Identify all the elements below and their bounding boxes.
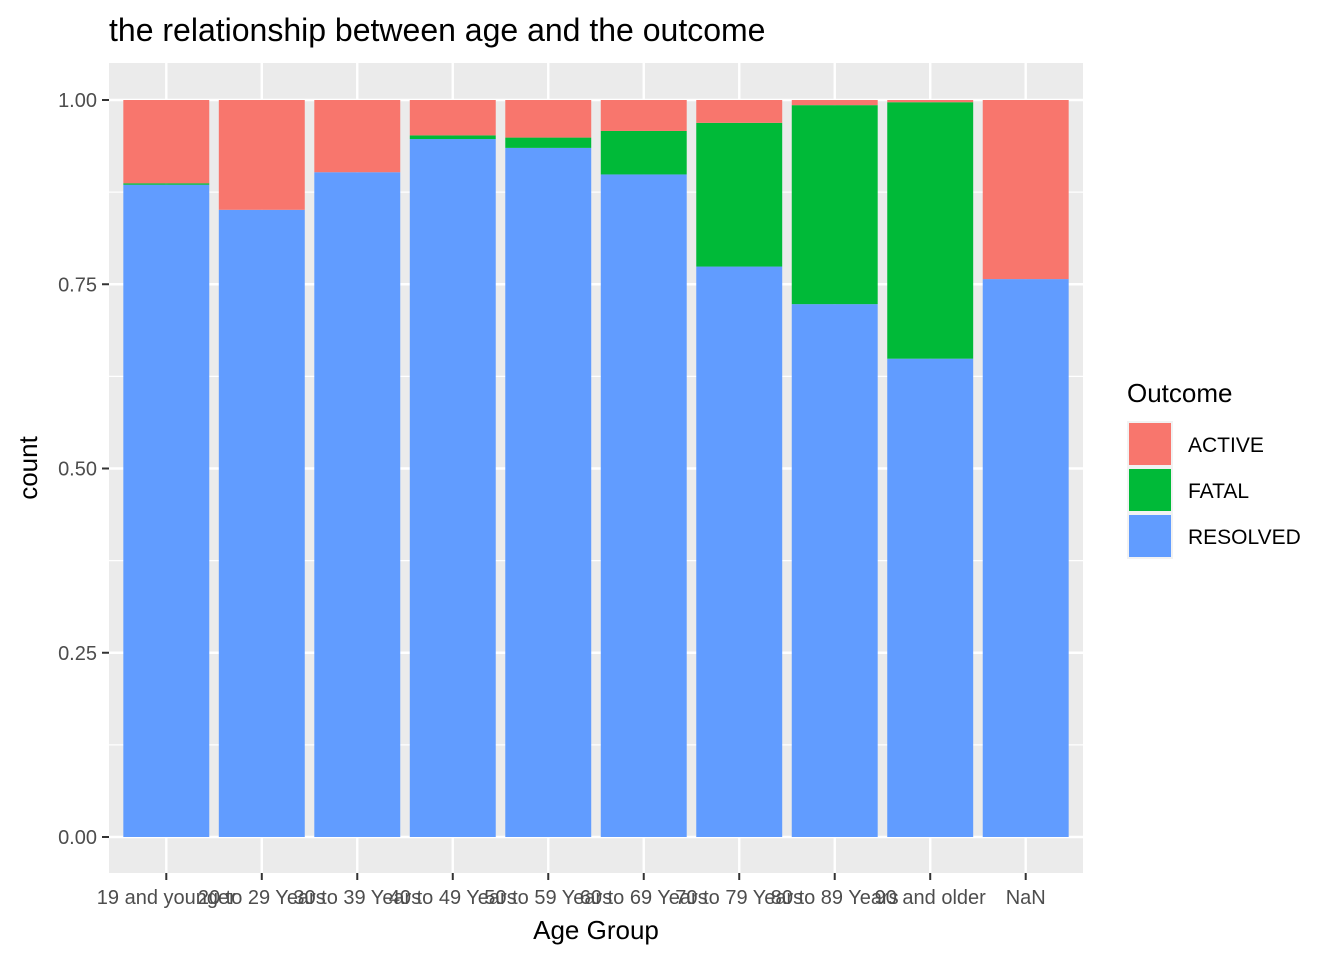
bar-active-3 — [409, 100, 496, 136]
x-tick-label: 20 to 29 Years — [198, 887, 326, 909]
bar-active-2 — [314, 100, 401, 173]
x-tick-label: 30 to 39 Years — [293, 887, 421, 909]
legend-title: Outcome — [1127, 378, 1233, 408]
x-axis-title: Age Group — [533, 915, 659, 945]
bar-resolved-9 — [982, 279, 1069, 837]
bar-active-8 — [887, 100, 974, 103]
bar-fatal-6 — [696, 122, 783, 267]
bar-fatal-3 — [409, 135, 496, 140]
x-tick-label: 90 and older — [875, 887, 987, 909]
legend-label-resolved: RESOLVED — [1188, 526, 1301, 549]
bar-active-4 — [505, 100, 592, 138]
bar-resolved-5 — [600, 174, 687, 837]
legend-swatch-fatal — [1129, 469, 1171, 511]
bar-resolved-8 — [887, 358, 974, 837]
bar-resolved-4 — [505, 147, 592, 837]
bar-fatal-8 — [887, 102, 974, 359]
bar-resolved-3 — [409, 139, 496, 837]
bar-active-5 — [600, 100, 687, 131]
bar-fatal-5 — [600, 130, 687, 175]
bar-active-9 — [982, 100, 1069, 280]
bar-resolved-1 — [218, 209, 305, 838]
y-axis-title: count — [13, 435, 43, 499]
bar-active-1 — [218, 100, 305, 210]
bar-resolved-2 — [314, 172, 401, 837]
y-tick-label: 0.50 — [58, 459, 97, 481]
bar-fatal-7 — [791, 105, 878, 305]
bar-resolved-6 — [696, 266, 783, 837]
x-tick-label: 60 to 69 Years — [580, 887, 708, 909]
chart-title: the relationship between age and the out… — [109, 12, 765, 48]
y-tick-label: 0.75 — [58, 274, 97, 296]
y-tick-label: 0.25 — [58, 643, 97, 665]
x-tick-label: 70 to 79 Years — [675, 887, 803, 909]
legend-label-fatal: FATAL — [1188, 480, 1249, 503]
bar-resolved-0 — [123, 184, 210, 837]
y-axis: 0.00 0.25 0.50 0.75 1.00 — [58, 90, 109, 849]
legend-swatch-active — [1129, 423, 1171, 465]
bar-active-6 — [696, 100, 783, 123]
bar-active-0 — [123, 100, 210, 184]
legend: Outcome ACTIVE FATAL RESOLVED — [1127, 378, 1301, 559]
bar-active-7 — [791, 100, 878, 106]
x-tick-label: 19 and younger — [97, 887, 236, 909]
legend-label-active: ACTIVE — [1188, 434, 1264, 457]
bar-fatal-0 — [123, 183, 210, 185]
bar-fatal-4 — [505, 137, 592, 148]
x-tick-label: NaN — [1006, 887, 1046, 909]
y-tick-label: 0.00 — [58, 827, 97, 849]
bar-resolved-7 — [791, 304, 878, 837]
bars — [123, 100, 1069, 838]
x-tick-label: 40 to 49 Years — [389, 887, 517, 909]
x-tick-label: 50 to 59 Years — [484, 887, 612, 909]
legend-swatch-resolved — [1129, 515, 1171, 557]
y-tick-label: 1.00 — [58, 90, 97, 112]
x-tick-label: 80 to 89 Years — [771, 887, 899, 909]
